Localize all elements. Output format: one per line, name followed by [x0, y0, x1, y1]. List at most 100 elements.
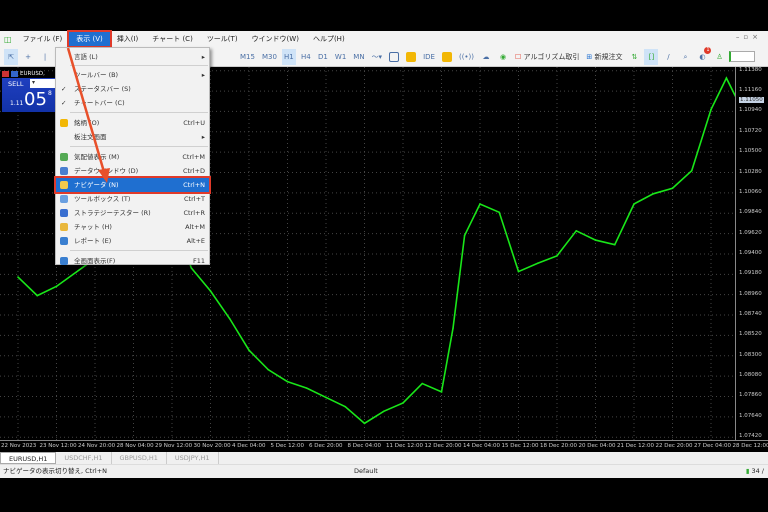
chart-tab[interactable]: GBPUSD,H1 [112, 452, 167, 464]
price-tick-label: 1.07640 [739, 412, 762, 419]
volume-input[interactable]: ▾ [30, 79, 56, 88]
sell-button[interactable]: SELL ▾ 1.11 05 8 [2, 78, 56, 112]
menu-item-label: 全画面表示(F) [74, 257, 116, 265]
crosshair-icon[interactable]: + [25, 52, 31, 61]
bag-icon[interactable] [440, 49, 454, 65]
menu-item-5[interactable]: 銘柄 (O) Ctrl+U [56, 116, 209, 130]
cloud-icon[interactable]: ☁ [482, 52, 490, 61]
timeframe-h1[interactable]: H1 [281, 48, 296, 65]
price-point [575, 230, 578, 232]
signal-icon[interactable]: ((•)) [458, 52, 475, 61]
ide-button[interactable]: IDE [423, 52, 435, 61]
menu-help[interactable]: ヘルプ(H) [312, 35, 345, 43]
timeframe-m15[interactable]: M15 [240, 52, 255, 61]
menu-item-1[interactable]: 言語 (L) ▸ [56, 50, 209, 64]
submenu-arrow-icon: ▸ [201, 133, 205, 141]
current-price-label: 1.11050 [739, 97, 764, 104]
price-point [452, 327, 454, 329]
time-tick-label: 5 Dec 12:00 [270, 443, 305, 449]
toolbox-icon [60, 195, 68, 203]
menu-separator [70, 146, 208, 147]
toolbar-search-input[interactable] [729, 51, 756, 62]
symbols-icon [60, 119, 68, 127]
price-point [286, 380, 289, 383]
menu-window[interactable]: ウインドウ(W) [251, 35, 299, 43]
menu-item-2[interactable]: ツールバー (B) ▸ [56, 68, 209, 82]
vps-icon[interactable]: ◉ [499, 52, 507, 61]
menu-tools[interactable]: ツール(T) [206, 35, 238, 43]
chart-symbol-label: EURUSD, [20, 70, 45, 77]
menu-separator [70, 250, 208, 251]
search-icon[interactable]: ⌕ [683, 52, 688, 61]
timeframe-mn[interactable]: MN [353, 52, 365, 61]
price-point [325, 396, 327, 399]
sell-label: SELL [8, 80, 24, 88]
account-icon[interactable]: ♙ [716, 52, 723, 61]
price-tick-label: 1.09400 [739, 249, 762, 256]
navigator-folder-icon [60, 181, 68, 189]
menu-item-7[interactable]: 気配値表示 (M) Ctrl+M [56, 150, 209, 164]
window-controls[interactable]: –▫× [735, 33, 762, 41]
chart-tab[interactable]: USDCHF,H1 [56, 452, 112, 464]
menu-item-6[interactable]: 板注文画面 ▸ [56, 130, 209, 144]
price-point [463, 234, 466, 237]
menu-item-14[interactable]: 全画面表示(F) F11 [56, 254, 209, 268]
checkmark-icon: ✓ [61, 99, 67, 107]
timeframe-h4[interactable]: H4 [301, 52, 311, 61]
gold-icon[interactable] [404, 49, 418, 65]
template-icon[interactable] [387, 49, 401, 65]
algo-trading-button[interactable]: ☐ アルゴリズム取引 [515, 52, 580, 61]
new-order-button[interactable]: ⊞ 新規注文 [586, 52, 623, 61]
strategy-tester-icon [60, 209, 68, 217]
status-bar: ナビゲータの表示切り替え, Ctrl+N Default ▮ 34 / [0, 464, 768, 478]
chart-tab[interactable]: USDJPY,H1 [167, 452, 219, 464]
timeframe-d1[interactable]: D1 [317, 52, 328, 61]
price-point [633, 203, 635, 205]
timeframe-w1[interactable]: W1 [334, 52, 347, 61]
cursor-icon[interactable]: ⇱ [4, 48, 18, 65]
depth-icon[interactable]: ⇅ [631, 52, 638, 61]
price-point [594, 239, 597, 241]
price-tick-label: 1.07860 [739, 392, 762, 399]
price-tick-label: 1.09620 [739, 229, 762, 236]
one-click-trading-panel: EURUSD, SELL ▾ 1.11 05 8 [2, 69, 56, 112]
menu-item-13[interactable]: レポート (E) Alt+E [56, 234, 209, 248]
timeframe-m30[interactable]: M30 [261, 52, 277, 61]
menu-view[interactable]: 表示 (V) [67, 30, 112, 48]
time-tick-label: 29 Nov 12:00 [155, 443, 193, 449]
chart-type-icon [11, 70, 18, 77]
price-point [209, 290, 212, 292]
time-axis: 22 Nov 2023 23 Nov 12:00 24 Nov 20:00 28 No… [0, 440, 768, 452]
connection-status[interactable]: ▮ 34 / [745, 467, 764, 475]
market-watch-icon [60, 153, 68, 161]
price-point [690, 169, 693, 172]
data-window-icon [60, 167, 68, 175]
menu-item-4[interactable]: ✓ チャートバー (C) [56, 96, 209, 110]
price-tick-label: 1.08520 [739, 331, 762, 338]
notifications-icon[interactable]: ◐ 1 [699, 46, 712, 61]
price-point [305, 387, 308, 389]
menu-item-9[interactable]: ナビゲータ (N) Ctrl+N [54, 176, 211, 194]
price-tick-label: 1.10500 [739, 148, 762, 155]
vertical-line-icon[interactable]: | [43, 52, 47, 61]
menu-item-10[interactable]: ツールボックス (T) Ctrl+T [56, 192, 209, 206]
menu-item-12[interactable]: チャット (H) Alt+M [56, 220, 209, 234]
menu-insert[interactable]: 挿入(I) [116, 35, 139, 43]
chart-canvas[interactable] [0, 67, 750, 440]
menu-item-3[interactable]: ✓ ステータスバー (S) [56, 82, 209, 96]
menu-chart[interactable]: チャート (C) [152, 35, 193, 43]
price-point [17, 276, 19, 278]
price-tick-label: 1.11380 [739, 66, 762, 73]
menu-item-shortcut: Ctrl+D [182, 167, 205, 175]
menu-file[interactable]: ファイル (F) [22, 35, 63, 43]
panel-toggle-icon[interactable] [2, 70, 9, 77]
menu-separator [70, 112, 208, 113]
menu-item-11[interactable]: ストラテジーテスター (R) Ctrl+R [56, 206, 209, 220]
chart-type-icon[interactable]: 〜▾ [371, 52, 383, 61]
price-big: 05 [24, 89, 47, 110]
chart-shift-icon[interactable]: [] [644, 48, 659, 65]
status-profile[interactable]: Default [354, 467, 378, 475]
line-tool-icon[interactable]: / [667, 52, 670, 61]
chart-tab[interactable]: EURUSD,H1 [0, 452, 57, 464]
